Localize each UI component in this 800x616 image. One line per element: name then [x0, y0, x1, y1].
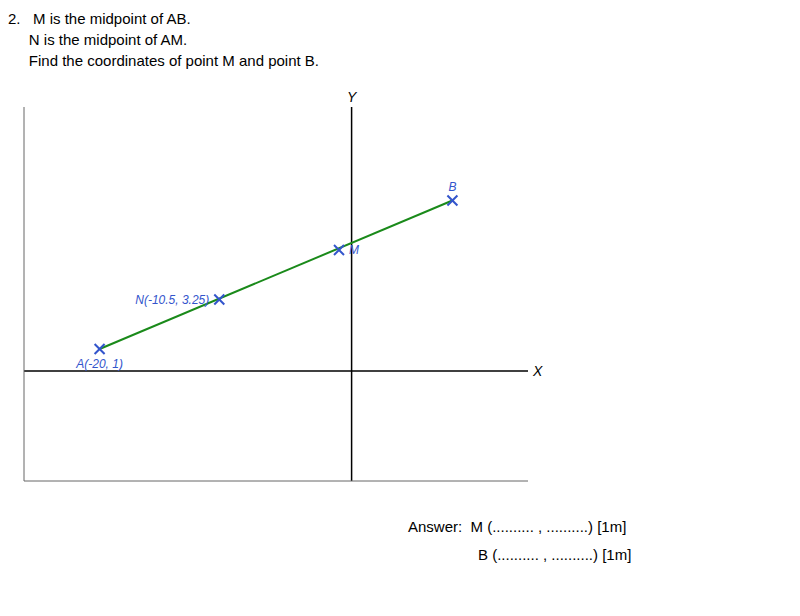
html-text:Answer: M (.......... , ......: Answer: M (.......... , ..........) [1m]: [408, 518, 627, 535]
html-text:2. M is the midpoint of AB.: 2. M is the midpoint of AB.: [8, 10, 191, 27]
html-text:B (.......... , ..........) [1: B (.......... , ..........) [1m]: [478, 546, 632, 563]
html-text:N is the midpoint of AM.: N is the midpoint of AM.: [8, 31, 188, 48]
svg-text:M: M: [349, 243, 359, 257]
svg-text:N(-10.5, 3.25): N(-10.5, 3.25): [135, 293, 209, 307]
svg-text:A(-20, 1): A(-20, 1): [75, 357, 123, 371]
html-text:Find the coordinates of point: Find the coordinates of point M and poin…: [8, 52, 319, 69]
svg-text:X: X: [532, 363, 543, 379]
svg-text:Y: Y: [347, 89, 358, 105]
svg-text:B: B: [448, 180, 456, 194]
